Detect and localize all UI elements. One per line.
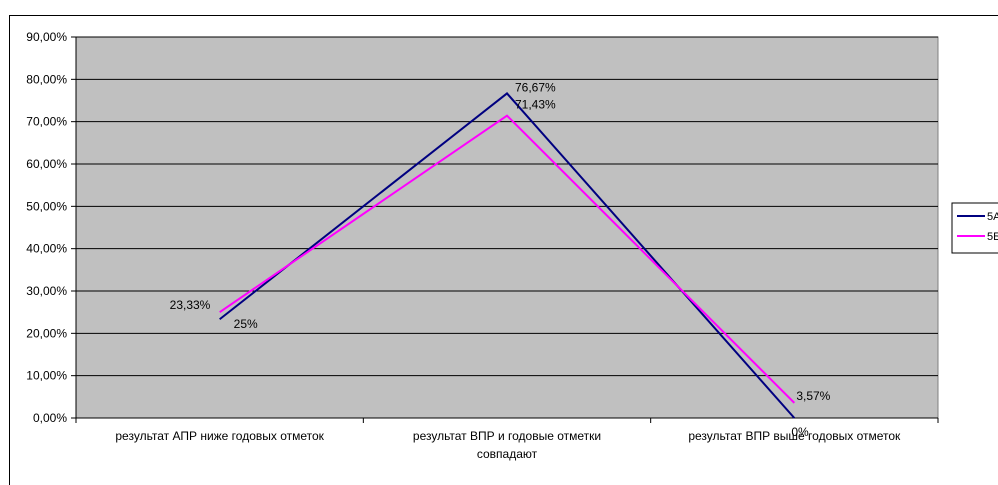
y-tick-label: 0,00%: [33, 411, 67, 425]
x-tick-label: результат АПР ниже годовых отметок: [115, 429, 324, 443]
data-label: 3,57%: [796, 389, 830, 403]
y-tick-label: 10,00%: [26, 369, 67, 383]
y-tick-label: 70,00%: [26, 115, 67, 129]
data-label: 0%: [791, 425, 809, 439]
data-label: 76,67%: [515, 80, 556, 94]
legend-box: [951, 202, 998, 254]
x-tick-label: результат ВПР и годовые отметки совпадают: [413, 429, 601, 461]
legend: 5А 5Б: [951, 202, 998, 254]
y-tick-label: 60,00%: [26, 157, 67, 171]
y-tick-label: 50,00%: [26, 199, 67, 213]
legend-label-1: 5А: [987, 211, 998, 223]
y-tick-label: 80,00%: [26, 72, 67, 86]
series-group: [219, 92, 796, 419]
x-tick-label: результат ВПР выше годовых отметок: [688, 429, 901, 443]
legend-label-2: 5Б: [987, 231, 998, 243]
y-tick-label: 30,00%: [26, 284, 67, 298]
chart-frame: [9, 15, 998, 485]
data-labels: 23,33% 76,67% 0% 25% 71,43% 3,57%: [170, 80, 831, 439]
y-tick-label: 40,00%: [26, 242, 67, 256]
y-tick-label: 20,00%: [26, 326, 67, 340]
data-label: 25%: [234, 317, 258, 331]
y-axis: 0,00% 10,00% 20,00% 30,00% 40,00% 50,00% 60,00…: [26, 30, 77, 425]
series-line-2: [219, 114, 796, 404]
data-label: 23,33%: [170, 298, 211, 312]
y-tick-label: 90,00%: [26, 30, 67, 44]
series-line-1: [219, 92, 796, 419]
x-axis: результат АПР ниже годовых отметок резуль…: [75, 417, 939, 461]
gridlines: [76, 36, 938, 377]
data-label: 71,43%: [515, 98, 556, 112]
plot-area: [75, 36, 939, 419]
